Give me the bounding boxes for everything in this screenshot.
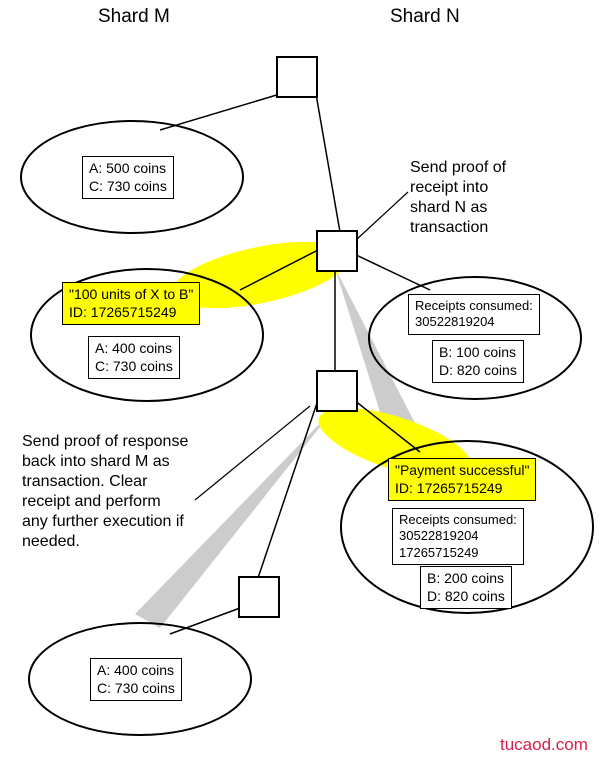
header-shard-m: Shard M [98,6,170,28]
watermark: tucaod.com [500,735,588,755]
text-line: "100 units of X to B" [69,286,193,304]
edge [316,94,340,232]
block-4 [238,576,280,618]
box-m-state1: A: 500 coins C: 730 coins [82,156,174,199]
text-line: A: 400 coins [97,662,175,680]
text-line: B: 100 coins [439,344,517,362]
block-2 [316,230,358,272]
text-line: Receipts consumed: [399,512,517,528]
box-n-state2-receipts: Receipts consumed: 30522819204 172657152… [392,508,524,565]
text-line: ID: 17265715249 [395,480,529,498]
text-line: C: 730 coins [89,178,167,196]
box-n-state2-balances: B: 200 coins D: 820 coins [420,566,512,609]
text-line: C: 730 coins [95,358,173,376]
block-3 [316,370,358,412]
text-line: "Payment successful" [395,462,529,480]
box-n-state1-receipts: Receipts consumed: 30522819204 [408,294,540,335]
text-line: 17265715249 [399,545,517,561]
annotation-right: Send proof of receipt into shard N as tr… [410,158,506,238]
box-m-state3: A: 400 coins C: 730 coins [90,658,182,701]
text-line: ID: 17265715249 [69,304,193,322]
highlight-m-state2: "100 units of X to B" ID: 17265715249 [62,282,200,325]
text-line: C: 730 coins [97,680,175,698]
highlight-n-state2: "Payment successful" ID: 17265715249 [388,458,536,501]
block-1 [276,56,318,98]
box-m-state2: A: 400 coins C: 730 coins [88,336,180,379]
annotation-left: Send proof of response back into shard M… [22,432,188,552]
text-line: D: 820 coins [439,362,517,380]
text-line: D: 820 coins [427,588,505,606]
text-line: B: 200 coins [427,570,505,588]
text-line: Receipts consumed: [415,298,533,314]
text-line: 30522819204 [399,528,517,544]
text-line: 30522819204 [415,314,533,330]
text-line: A: 500 coins [89,160,167,178]
box-n-state1-balances: B: 100 coins D: 820 coins [432,340,524,383]
header-shard-n: Shard N [390,6,460,28]
leader-line [356,192,408,240]
text-line: A: 400 coins [95,340,173,358]
